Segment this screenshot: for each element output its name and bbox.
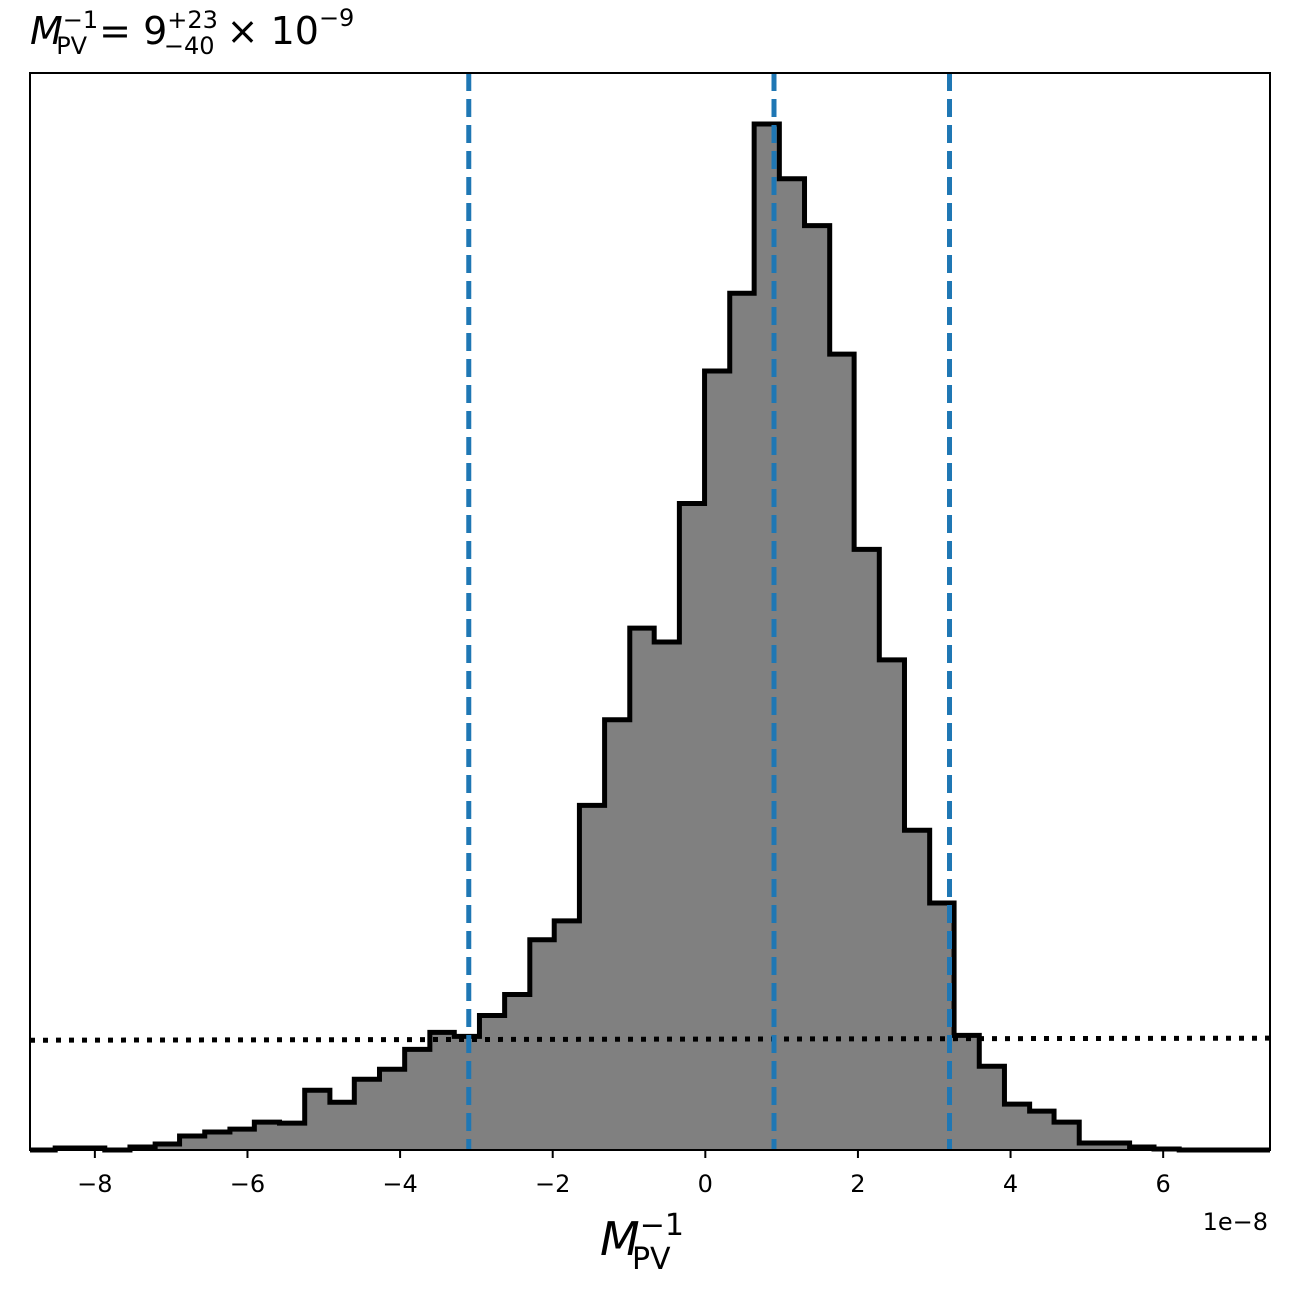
x-axis-label-subscript: PV <box>632 1242 671 1277</box>
histogram-bar <box>629 628 655 1150</box>
axes-frame <box>29 72 1271 1151</box>
histogram-bar <box>279 1123 306 1150</box>
histogram-outline <box>30 121 1270 1153</box>
x-tick-label: −6 <box>230 1170 265 1198</box>
histogram-bar <box>404 1049 431 1150</box>
title-error-plus: +23 <box>167 6 218 34</box>
histogram-bar <box>854 549 880 1150</box>
histogram-bar <box>429 1032 455 1150</box>
histogram-bar <box>679 503 706 1150</box>
histogram-bar <box>1104 1143 1131 1150</box>
histogram-bar <box>779 178 806 1151</box>
title-equals: = 9 <box>87 9 167 53</box>
histogram-bar <box>379 1069 406 1150</box>
histogram-bar <box>604 719 631 1150</box>
histogram-bar <box>354 1079 380 1150</box>
x-axis-ticks: −8 −6 −4 −2 0 2 4 6 <box>77 1150 1171 1198</box>
histogram-bar <box>829 354 855 1150</box>
histogram-bar <box>504 994 531 1150</box>
histogram-bars <box>55 124 1180 1151</box>
x-tick-label: −4 <box>382 1170 417 1198</box>
histogram-bar <box>155 1144 181 1150</box>
x-tick-label: 4 <box>1003 1170 1018 1198</box>
x-tick-label: 6 <box>1156 1170 1171 1198</box>
x-tick-label: −2 <box>535 1170 570 1198</box>
x-tick-label: 2 <box>850 1170 865 1198</box>
histogram-bar <box>554 920 580 1150</box>
title-exponent: −9 <box>319 4 354 32</box>
x-tick-label: 0 <box>698 1170 713 1198</box>
title-error-minus: −40 <box>164 32 215 60</box>
chart-title: M−1 PV = 9+23 −40 × 10−9 <box>30 4 354 60</box>
histogram-bar <box>529 939 555 1150</box>
histogram-bar <box>954 1035 980 1150</box>
x-offset-label: 1e−8 <box>1203 1208 1268 1236</box>
histogram-bar <box>804 225 831 1151</box>
credible-interval-lines <box>466 73 953 1150</box>
histogram-bar <box>904 830 931 1150</box>
histogram-bar <box>1004 1104 1031 1150</box>
histogram-bar <box>1054 1122 1080 1150</box>
x-axis-label-superscript: −1 <box>640 1208 684 1243</box>
histogram-bar <box>329 1102 355 1150</box>
histogram-bar <box>304 1090 331 1150</box>
histogram-bar <box>479 1015 506 1150</box>
histogram-bar <box>229 1129 255 1150</box>
histogram-bar <box>979 1066 1005 1150</box>
histogram-bar <box>254 1122 281 1150</box>
x-axis-label-symbol: M <box>600 1212 640 1266</box>
x-axis-label: M−1 PV <box>600 1208 684 1277</box>
histogram-bar <box>1079 1143 1105 1150</box>
histogram-bar <box>204 1132 231 1150</box>
title-symbol: M <box>30 9 63 53</box>
histogram-bar <box>1029 1111 1055 1150</box>
title-subscript: PV <box>56 32 87 60</box>
histogram-bar <box>654 642 680 1150</box>
x-tick-label: −8 <box>77 1170 112 1198</box>
histogram-bar <box>579 805 606 1150</box>
histogram-bar <box>729 293 755 1150</box>
title-times: × 10 <box>215 9 319 53</box>
histogram-bar <box>879 659 905 1150</box>
histogram-bar <box>704 371 731 1150</box>
histogram-bar <box>179 1136 206 1150</box>
title-superscript: −1 <box>63 6 98 34</box>
